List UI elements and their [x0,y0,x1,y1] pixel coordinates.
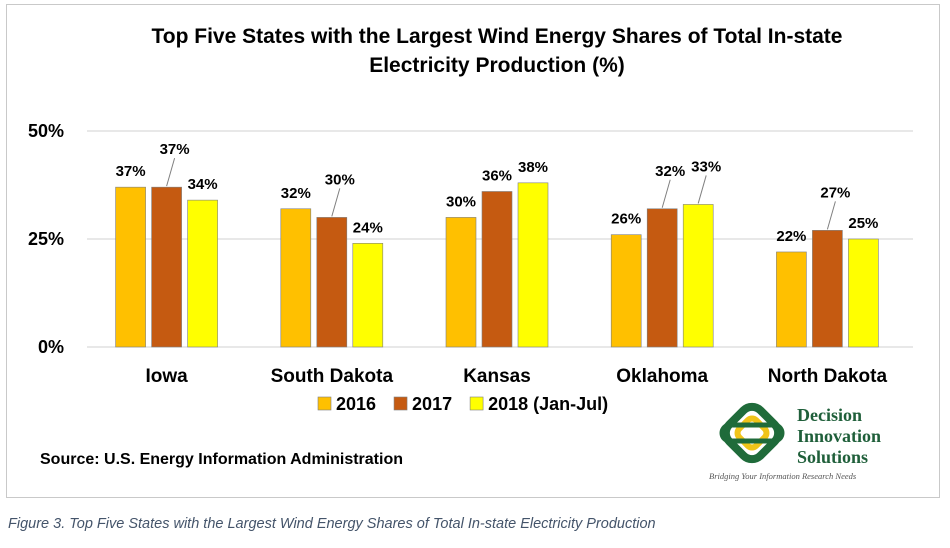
data-label: 24% [353,219,383,236]
label-leader-line [826,201,836,230]
company-logo: Decision Innovation Solutions Bridging Y… [709,402,881,481]
bar [151,186,182,348]
bar [352,243,384,348]
data-label: 32% [281,185,311,202]
bar [115,186,146,348]
chart-title-line-1: Top Five States with the Largest Wind En… [152,25,843,48]
label-leader-line [331,188,341,217]
label-leader-line [166,158,176,187]
label-leader-line [661,179,671,208]
legend-swatch [469,396,484,411]
bar [646,208,678,348]
legend-swatch [317,396,332,411]
bar [187,199,218,348]
bar [812,230,843,348]
bar [610,234,642,348]
data-label: 33% [691,158,721,175]
logo-line-2: Innovation [797,426,881,446]
data-labels: 37% 37% 34% 32% 30% 24% 30% 36% 38% 26% 32% 33% 22% 2… [116,141,879,245]
category-label: Kansas [463,366,531,387]
data-label: 25% [848,215,878,232]
label-leader-line [697,175,707,204]
data-label: 22% [776,228,806,245]
data-label: 30% [325,171,355,188]
y-tick-label: 50% [28,121,64,141]
chart-frame: Top Five States with the Largest Wind En… [6,4,940,498]
bar [776,251,807,348]
category-label: North Dakota [768,366,888,387]
y-tick-label: 25% [28,229,64,249]
source-note: Source: U.S. Energy Information Administ… [40,451,403,468]
legend-label: 2016 [336,394,376,414]
logo-line-1: Decision [797,405,862,425]
data-label: 34% [188,176,218,193]
legend-label: 2017 [412,394,452,414]
bar [481,191,513,348]
bars [115,182,879,348]
data-label: 27% [820,184,850,201]
bar [848,238,879,348]
data-label: 26% [611,211,641,228]
legend: 2016 2017 2018 (Jan-Jul) [317,394,608,414]
data-label: 37% [160,141,190,158]
data-label: 30% [446,193,476,210]
chart: Top Five States with the Largest Wind En… [28,25,913,481]
logo-line-3: Solutions [797,447,868,467]
data-label: 32% [655,163,685,180]
logo-tagline: Bridging Your Information Research Needs [709,471,857,481]
figure-caption: Figure 3. Top Five States with the Large… [8,516,656,532]
category-label: Iowa [145,366,188,387]
data-label: 37% [116,163,146,180]
bar [316,217,348,348]
data-label: 38% [518,159,548,176]
category-labels: Iowa South Dakota Kansas Oklahoma North Dako… [145,366,887,387]
bar [280,208,312,348]
bar [517,182,549,348]
data-label: 36% [482,167,512,184]
legend-swatch [393,396,408,411]
category-label: Oklahoma [616,366,708,387]
bar [682,204,714,348]
legend-label: 2018 (Jan-Jul) [488,394,608,414]
category-label: South Dakota [271,366,394,387]
logo-knot-icon [719,402,785,464]
bar [445,217,477,348]
y-axis-ticks: 0% 25% 50% [28,121,64,357]
chart-title-line-2: Electricity Production (%) [369,54,625,77]
y-tick-label: 0% [38,337,64,357]
